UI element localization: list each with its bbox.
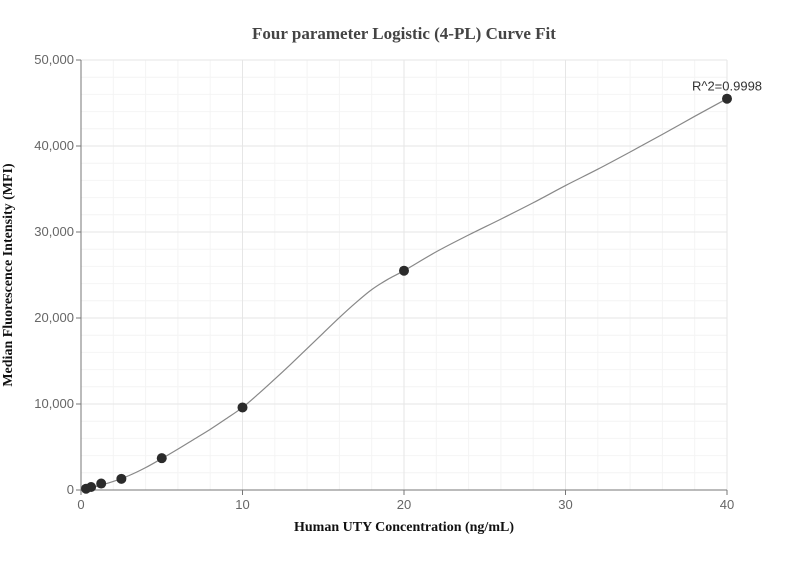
x-tick-label: 10	[235, 497, 249, 512]
tick-labels: 0 10 20 30 40 0 10,000 20,000 30,000 40,000 50,000	[34, 52, 734, 512]
y-tick-label: 50,000	[34, 52, 74, 67]
data-point	[96, 478, 107, 489]
data-point	[116, 473, 127, 484]
y-tick-label: 40,000	[34, 138, 74, 153]
axes	[76, 59, 728, 495]
y-tick-label: 10,000	[34, 396, 74, 411]
x-tick-label: 0	[77, 497, 84, 512]
y-axis-title: Median Fluorescence Intensity (MFI)	[1, 163, 16, 387]
data-point	[237, 402, 248, 413]
x-tick-label: 20	[397, 497, 411, 512]
chart-title: Four parameter Logistic (4-PL) Curve Fit	[252, 24, 556, 43]
grid	[80, 59, 728, 491]
data-point	[722, 93, 732, 104]
y-tick-label: 0	[67, 482, 74, 497]
data-point	[399, 265, 409, 276]
x-axis-title: Human UTY Concentration (ng/mL)	[294, 520, 514, 535]
y-tick-label: 20,000	[34, 310, 74, 325]
data-point	[156, 453, 167, 464]
x-tick-label: 30	[558, 497, 572, 512]
x-tick-label: 40	[720, 497, 734, 512]
y-tick-label: 30,000	[34, 224, 74, 239]
data-point	[86, 481, 97, 492]
data-points	[81, 93, 732, 494]
r-squared-annotation: R^2=0.9998	[692, 79, 762, 94]
